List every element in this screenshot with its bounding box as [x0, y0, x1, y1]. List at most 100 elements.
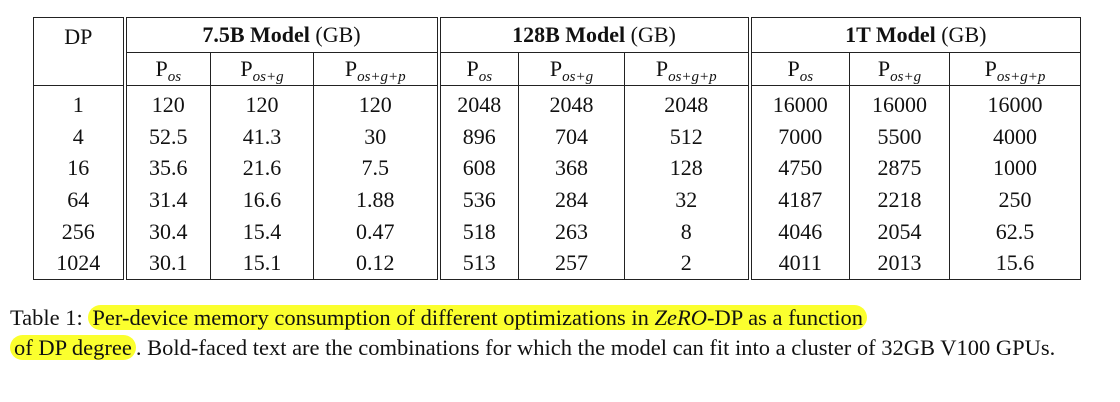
group-title-128b: 128B Model — [512, 22, 626, 47]
memory-table-container: DP 7.5B Model (GB) 128B Model (GB) 1T Mo… — [33, 17, 1082, 281]
sub-header-base: P — [984, 56, 997, 81]
table-caption: Table 1: Per-device memory consumption o… — [10, 303, 1110, 363]
memory-value-cell: 62.5 — [949, 215, 1081, 248]
group-header-7.5b: 7.5B Model (GB) — [122, 17, 439, 53]
memory-value-cell: 120 — [313, 85, 439, 121]
dp-column-header: DP — [33, 17, 125, 86]
memory-value-cell: 128 — [623, 152, 750, 185]
memory-value-cell: 0.47 — [313, 215, 439, 248]
memory-value-cell: 2048 — [518, 85, 625, 121]
dp-value-cell: 4 — [72, 123, 84, 149]
memory-value-cell: 257 — [518, 247, 625, 280]
memory-value-cell: 513 — [436, 247, 519, 280]
memory-value-cell: 4011 — [747, 247, 850, 280]
memory-value-cell: 608 — [436, 152, 519, 185]
memory-value-cell: 30.1 — [122, 247, 211, 280]
memory-value-cell: 120 — [210, 85, 314, 121]
memory-value-cell: 41.3 — [210, 120, 314, 153]
caption-highlight-line1: Per-device memory consumption of differe… — [88, 305, 868, 330]
sub-header-subscript: os — [799, 69, 814, 85]
sub-header-base: P — [787, 56, 800, 81]
sub-header-subscript: os+g+p — [996, 69, 1046, 85]
memory-value-cell: 30.4 — [122, 215, 211, 248]
sub-header-base: P — [549, 56, 563, 81]
dp-value-cell: 256 — [61, 218, 95, 244]
sub-header-subscript: os+g+p — [357, 69, 406, 85]
memory-value-cell: 2013 — [849, 247, 950, 280]
caption-highlight-text-2: -DP as a function — [707, 305, 864, 330]
memory-value-cell: 1000 — [949, 152, 1081, 185]
memory-value-cell: 263 — [518, 215, 625, 248]
memory-value-cell: 2048 — [623, 85, 750, 121]
sub-header-base: P — [466, 56, 479, 81]
sub-header-g0-2: Pos+g+p — [313, 52, 439, 86]
memory-value-cell: 2875 — [849, 152, 950, 185]
memory-value-cell: 16000 — [747, 85, 850, 121]
caption-zero-italic: ZeRO — [654, 305, 708, 330]
sub-header-subscript: os — [478, 69, 493, 85]
sub-header-subscript: os+g — [252, 69, 284, 85]
table-row: 64 31.4 16.6 1.88 536 284 32 4187 2218 250 — [34, 184, 1081, 216]
sub-header-base: P — [344, 56, 358, 81]
dp-value-cell: 1024 — [56, 250, 101, 276]
group-header-1t: 1T Model (GB) — [747, 17, 1081, 53]
memory-value-cell: 15.1 — [210, 247, 314, 280]
table-row: 16 35.6 21.6 7.5 608 368 128 4750 2875 1000 — [34, 152, 1081, 185]
memory-value-cell: 2218 — [849, 184, 950, 216]
memory-value-cell: 21.6 — [210, 152, 314, 185]
memory-value-cell: 16000 — [949, 85, 1081, 121]
memory-value-cell: 0.12 — [313, 247, 439, 280]
sub-header-base: P — [155, 56, 168, 81]
memory-value-cell: 4187 — [747, 184, 850, 216]
memory-value-cell: 30 — [313, 120, 439, 153]
sub-header-subscript: os+g — [890, 69, 922, 85]
sub-header-base: P — [877, 56, 891, 81]
dp-header-label: DP — [64, 24, 93, 49]
caption-label: Table 1: — [10, 305, 89, 330]
group-unit-7.5b: (GB) — [315, 22, 361, 47]
sub-header-subscript: os+g+p — [668, 69, 717, 85]
dp-value-cell: 1 — [72, 91, 84, 117]
memory-value-cell: 896 — [436, 120, 519, 153]
dp-value-cell: 64 — [67, 186, 90, 212]
sub-header-base: P — [240, 56, 253, 81]
memory-value-cell: 15.4 — [210, 215, 314, 248]
sub-header-row: Pos Pos+g Pos+g+p Pos Pos+g Pos+g+p Pos Pos+g Po… — [34, 52, 1081, 86]
memory-value-cell: 1.88 — [313, 184, 439, 216]
memory-value-cell: 4046 — [747, 215, 850, 248]
memory-value-cell: 8 — [623, 215, 750, 248]
group-unit-128b: (GB) — [630, 22, 676, 47]
memory-value-cell: 32 — [623, 184, 750, 216]
table-row: 1 120 120 120 2048 2048 2048 16000 16000 16000 — [34, 85, 1081, 121]
memory-value-cell: 7.5 — [313, 152, 439, 185]
sub-header-g1-1: Pos+g — [518, 52, 625, 86]
memory-value-cell: 120 — [122, 85, 211, 121]
group-header-128b: 128B Model (GB) — [436, 17, 750, 53]
memory-value-cell: 368 — [518, 152, 625, 185]
memory-value-cell: 4000 — [949, 120, 1081, 153]
sub-header-g2-1: Pos+g — [849, 52, 950, 86]
memory-value-cell: 35.6 — [122, 152, 211, 185]
sub-header-g2-0: Pos — [747, 52, 850, 86]
sub-header-g1-0: Pos — [436, 52, 519, 86]
memory-value-cell: 250 — [949, 184, 1081, 216]
memory-value-cell: 7000 — [747, 120, 850, 153]
sub-header-subscript: os — [167, 69, 182, 85]
memory-value-cell: 2048 — [436, 85, 519, 121]
group-title-1t: 1T Model — [845, 22, 936, 47]
caption-highlight-line2: of DP degree — [10, 335, 136, 360]
table-row: 4 52.5 41.3 30 896 704 512 7000 5500 4000 — [34, 120, 1081, 153]
memory-consumption-table: DP 7.5B Model (GB) 128B Model (GB) 1T Mo… — [33, 17, 1082, 281]
caption-highlight-text-3: of DP degree — [14, 335, 132, 360]
memory-value-cell: 512 — [623, 120, 750, 153]
memory-value-cell: 5500 — [849, 120, 950, 153]
memory-value-cell: 52.5 — [122, 120, 211, 153]
caption-highlight-text-1: Per-device memory consumption of differe… — [92, 305, 655, 330]
memory-value-cell: 31.4 — [122, 184, 211, 216]
memory-value-cell: 16.6 — [210, 184, 314, 216]
memory-value-cell: 518 — [436, 215, 519, 248]
sub-header-subscript: os+g — [562, 69, 594, 85]
sub-header-g0-0: Pos — [122, 52, 211, 86]
memory-value-cell: 2 — [623, 247, 750, 280]
memory-value-cell: 704 — [518, 120, 625, 153]
